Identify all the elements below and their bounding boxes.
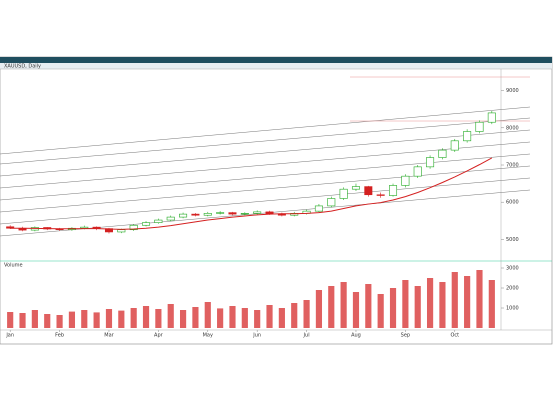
- volume-bar: [291, 303, 298, 328]
- volume-bar: [229, 306, 236, 328]
- candle-body: [253, 211, 262, 214]
- volume-bar: [142, 306, 150, 328]
- volume-bar: [278, 308, 285, 328]
- candle-body: [142, 222, 151, 226]
- level-lines: [350, 76, 530, 122]
- volume-bar: [266, 305, 273, 328]
- candle-body: [389, 185, 398, 196]
- x-tick-label: Jul: [303, 333, 310, 339]
- volume-bar: [303, 300, 310, 328]
- volume-bar: [476, 270, 483, 328]
- candle-body: [463, 131, 472, 142]
- candle-body: [179, 213, 188, 218]
- candle-body: [80, 226, 89, 229]
- volume-bar: [44, 314, 51, 328]
- candle-body: [426, 157, 435, 168]
- x-tick-label: Aug: [351, 333, 361, 339]
- volume-bar: [68, 311, 76, 328]
- x-tick-label: Jan: [5, 333, 14, 339]
- volume-bar: [81, 310, 88, 328]
- volume-bar: [241, 308, 248, 328]
- volume-bar: [7, 312, 14, 328]
- candle-body: [351, 186, 360, 190]
- volume-bar: [439, 282, 446, 328]
- volume-bar: [328, 286, 335, 328]
- y-tick-label: 7000: [506, 163, 519, 169]
- volume-bar: [352, 292, 360, 328]
- candle-body: [339, 188, 348, 199]
- candle-body: [401, 175, 410, 186]
- volume-bar: [192, 307, 199, 328]
- volume-bar: [340, 282, 347, 328]
- volume-bar: [56, 315, 63, 328]
- volume-bar: [217, 308, 224, 328]
- volume-bar: [402, 280, 409, 328]
- candle-body: [129, 224, 138, 231]
- candle-body: [314, 205, 323, 212]
- volume-bar: [389, 288, 397, 328]
- volume-bar: [130, 308, 137, 328]
- volume-bar: [254, 310, 261, 328]
- volume-bar: [179, 310, 187, 328]
- candle-body: [487, 112, 496, 123]
- volume-bar: [167, 304, 174, 328]
- volume-bar: [464, 276, 471, 328]
- x-tick-label: Sep: [401, 333, 410, 339]
- candle-body: [450, 140, 459, 151]
- volume-bar: [414, 286, 421, 328]
- candle-body: [216, 212, 225, 214]
- chart-title: XAUUSD, Daily: [4, 64, 41, 70]
- title-bar: [0, 57, 552, 63]
- volume-bar: [488, 280, 495, 328]
- window-frame: [0, 56, 553, 345]
- channel-lines: [0, 106, 531, 237]
- x-tick-label: Mar: [104, 333, 114, 339]
- candle-body: [364, 186, 373, 196]
- candle-body: [438, 149, 447, 158]
- volume-bar: [365, 284, 372, 328]
- volume-bar: [204, 302, 211, 328]
- x-tick-label: Oct: [450, 333, 459, 339]
- volume-bar: [31, 310, 38, 328]
- candle-body: [166, 216, 175, 221]
- candle-body: [117, 229, 126, 233]
- candle-body: [475, 121, 484, 132]
- y-tick-label: 1000: [506, 306, 519, 312]
- volume-bar: [451, 272, 458, 328]
- y-tick-label: 9000: [506, 88, 519, 94]
- volume-bar: [315, 290, 323, 328]
- y-tick-label: 3000: [506, 266, 519, 272]
- candle-body: [228, 212, 237, 215]
- x-tick-label: Apr: [154, 333, 164, 339]
- candle-body: [376, 194, 385, 196]
- candle-body: [154, 219, 163, 223]
- candle-body: [6, 226, 15, 229]
- candle-body: [413, 166, 422, 177]
- volume-bar: [118, 310, 125, 328]
- volume-label: Volume: [4, 263, 23, 269]
- y-tick-label: 6000: [506, 200, 519, 206]
- toolbar: [0, 63, 552, 69]
- candle-body: [327, 198, 336, 207]
- x-tick-label: Feb: [55, 333, 64, 339]
- candle-body: [203, 213, 212, 216]
- candle-body: [191, 213, 200, 216]
- x-tick-label: Jun: [252, 333, 261, 339]
- y-tick-label: 8000: [506, 125, 519, 131]
- y-tick-label: 2000: [506, 286, 519, 292]
- volume-bar: [155, 309, 162, 328]
- moving-average: [10, 157, 493, 230]
- x-tick-label: May: [203, 333, 213, 339]
- volume-bar: [426, 278, 434, 328]
- volume-bar: [93, 312, 100, 328]
- y-tick-label: 5000: [506, 237, 519, 243]
- volume-bar: [105, 309, 113, 328]
- candle-body: [265, 211, 274, 215]
- candle-body: [240, 213, 249, 215]
- volume-bar: [377, 294, 384, 328]
- volume-bar: [19, 313, 26, 328]
